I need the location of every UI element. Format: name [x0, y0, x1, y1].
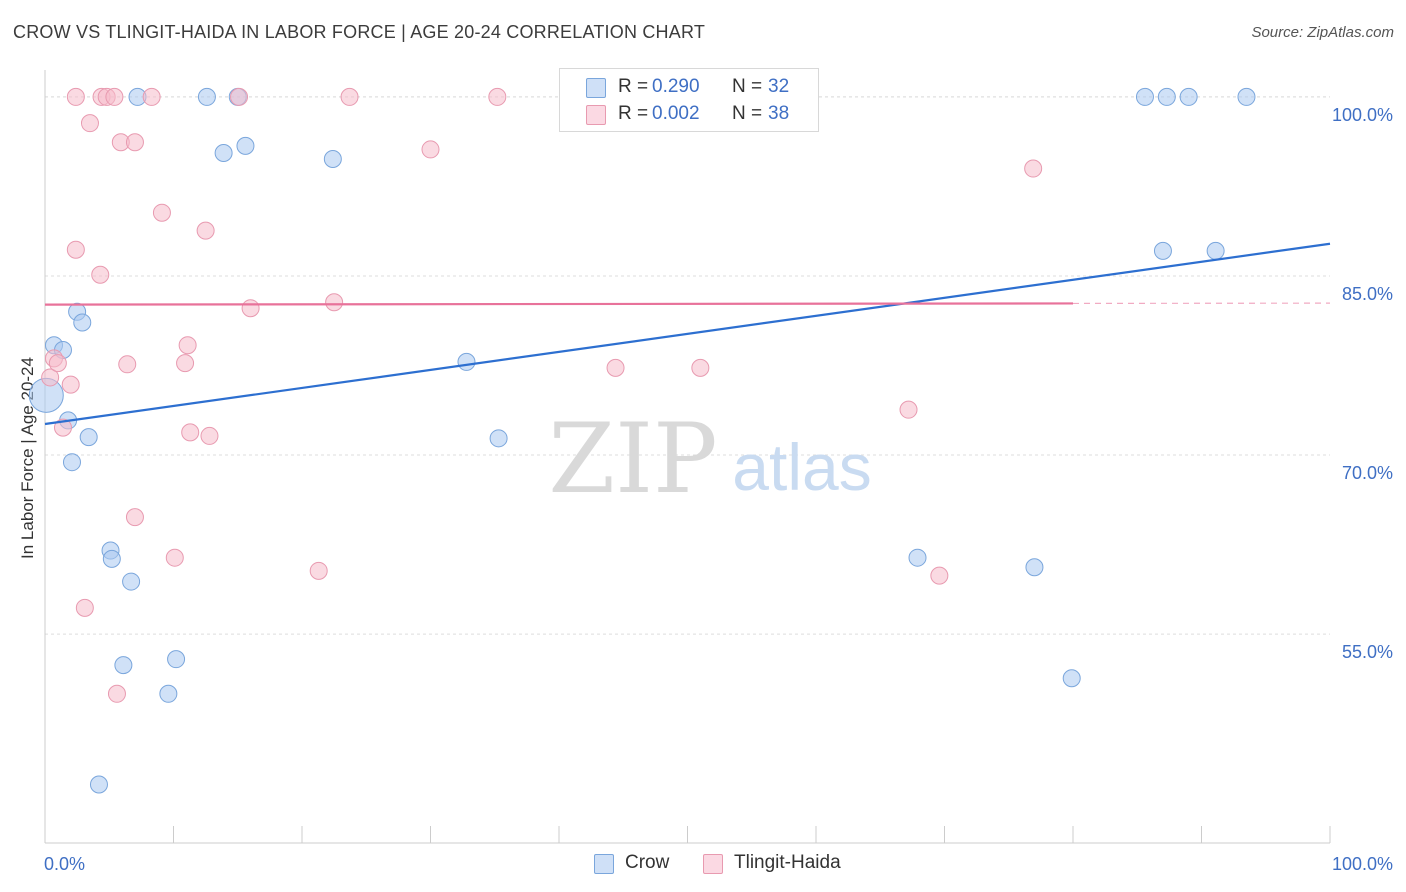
point-crow: [1153, 241, 1172, 260]
legend-label-crow: Crow: [625, 852, 670, 873]
point-tlingit-haida: [66, 240, 85, 259]
point-crow: [908, 548, 927, 567]
point-crow: [102, 549, 121, 568]
point-tlingit-haida: [606, 358, 625, 377]
point-tlingit-haida: [899, 400, 918, 419]
legend-swatch-crow: [594, 854, 614, 874]
point-tlingit-haida: [41, 368, 60, 387]
point-tlingit-haida: [80, 114, 99, 133]
point-tlingit-haida: [178, 336, 197, 355]
point-crow: [62, 453, 81, 472]
legend-n-label: N =: [732, 76, 763, 97]
x-tick-label: 100.0%: [1332, 854, 1393, 874]
source-credit: Source: ZipAtlas.com: [1251, 24, 1394, 41]
point-crow: [1206, 241, 1225, 260]
point-crow: [1179, 87, 1198, 106]
point-tlingit-haida: [325, 293, 344, 312]
point-tlingit-haida: [930, 566, 949, 585]
point-tlingit-haida: [61, 375, 80, 394]
trend-lines: [44, 242, 1331, 426]
point-tlingit-haida: [118, 355, 137, 374]
point-crow: [159, 684, 178, 703]
point-tlingit-haida: [107, 684, 126, 703]
trend-line-tlingit-haida: [44, 302, 1074, 306]
point-tlingit-haida: [152, 203, 171, 222]
point-tlingit-haida: [142, 87, 161, 106]
point-tlingit-haida: [421, 140, 440, 159]
legend-r-label: R =: [618, 76, 649, 97]
point-crow: [167, 650, 186, 669]
axes: [44, 70, 1331, 844]
point-tlingit-haida: [691, 358, 710, 377]
legend-r-label: R =: [618, 103, 649, 124]
legend-label-tlingit: Tlingit-Haida: [734, 852, 841, 873]
point-crow: [122, 572, 141, 591]
point-tlingit-haida: [66, 87, 85, 106]
legend-r-value: 0.002: [652, 103, 700, 124]
point-tlingit-haida: [105, 87, 124, 106]
point-crow: [236, 136, 255, 155]
point-crow: [1157, 87, 1176, 106]
y-tick-label: 55.0%: [1342, 642, 1393, 662]
legend-swatch-crow: [586, 78, 606, 98]
point-crow: [197, 87, 216, 106]
point-tlingit-haida: [125, 508, 144, 527]
watermark: ZIP atlas: [548, 403, 871, 515]
x-tick-label: 0.0%: [44, 854, 85, 874]
y-tick-label: 85.0%: [1342, 284, 1393, 304]
point-tlingit-haida: [176, 354, 195, 373]
point-tlingit-haida: [91, 265, 110, 284]
point-crow: [114, 656, 133, 675]
watermark-zip: ZIP: [548, 403, 717, 515]
point-crow: [73, 313, 92, 332]
point-tlingit-haida: [488, 87, 507, 106]
point-tlingit-haida: [309, 561, 328, 580]
watermark-atlas: atlas: [732, 430, 871, 504]
chart-title: CROW VS TLINGIT-HAIDA IN LABOR FORCE | A…: [13, 22, 706, 42]
point-crow: [214, 144, 233, 163]
point-tlingit-haida: [241, 299, 260, 318]
y-tick-label: 100.0%: [1332, 105, 1393, 125]
stats-legend: R = 0.290 N = 32 R = 0.002 N = 38: [559, 68, 819, 132]
point-tlingit-haida: [181, 423, 200, 442]
y-tick-label: 70.0%: [1342, 463, 1393, 483]
point-crow: [89, 775, 108, 794]
point-tlingit-haida: [340, 87, 359, 106]
legend-swatch-tlingit: [703, 854, 723, 874]
point-crow: [489, 429, 508, 448]
legend-r-value: 0.290: [652, 76, 700, 97]
point-crow: [1135, 87, 1154, 106]
legend-swatch-tlingit: [586, 105, 606, 125]
legend-n-value: 32: [768, 76, 790, 97]
tick-labels: 55.0% 70.0% 85.0% 100.0% 0.0% 100.0%: [44, 105, 1393, 874]
point-tlingit-haida: [230, 87, 249, 106]
point-tlingit-haida: [75, 598, 94, 617]
point-crow: [1237, 87, 1256, 106]
point-tlingit-haida: [200, 426, 219, 445]
point-crow: [79, 428, 98, 447]
point-crow: [1025, 558, 1044, 577]
point-tlingit-haida: [165, 548, 184, 567]
point-tlingit-haida: [1024, 159, 1043, 178]
point-crow: [323, 149, 342, 168]
point-tlingit-haida: [48, 354, 67, 373]
legend-n-value: 38: [768, 103, 790, 124]
point-tlingit-haida: [125, 133, 144, 152]
point-tlingit-haida: [53, 418, 72, 437]
point-crow: [1062, 669, 1081, 688]
trend-line-crow: [44, 242, 1331, 426]
point-tlingit-haida: [196, 221, 215, 240]
point-crow: [457, 352, 476, 371]
legend-n-label: N =: [732, 103, 763, 124]
grid-lines: [45, 96, 1330, 635]
